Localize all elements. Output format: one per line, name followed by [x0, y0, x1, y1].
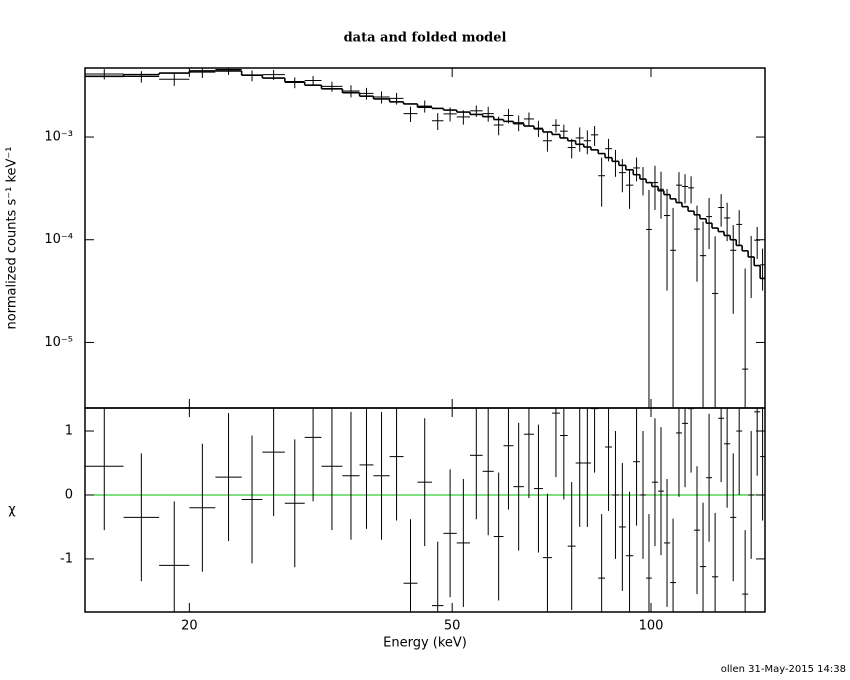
- residual-panel: [85, 408, 765, 612]
- y-tick-label: 0: [65, 487, 73, 502]
- axes: 10⁻⁵ 10⁻⁴ 10⁻³ 20 50 100 -1 0 1: [44, 67, 766, 634]
- y-tick-label: 10⁻⁵: [44, 335, 73, 350]
- y-tick-label: 10⁻³: [44, 130, 73, 145]
- footer: ollen 31-May-2015 14:38: [721, 664, 846, 675]
- x-tick-label: 50: [444, 619, 461, 634]
- chart-title: data and folded model: [344, 31, 507, 46]
- y-tick-label: -1: [60, 551, 73, 566]
- plot-frame: [84, 407, 766, 613]
- y-tick-label: 1: [65, 424, 73, 439]
- spectrum-panel: [85, 68, 765, 408]
- y-tick-label: 10⁻⁴: [44, 232, 73, 247]
- x-axis-label: Energy (keV): [383, 636, 467, 651]
- y-axis-label: χ: [8, 503, 16, 518]
- plot-frame: [84, 67, 766, 409]
- x-tick-label: 100: [639, 619, 664, 634]
- x-tick-label: 20: [181, 619, 198, 634]
- y-axis-label: normalized counts s⁻¹ keV⁻¹: [5, 147, 20, 330]
